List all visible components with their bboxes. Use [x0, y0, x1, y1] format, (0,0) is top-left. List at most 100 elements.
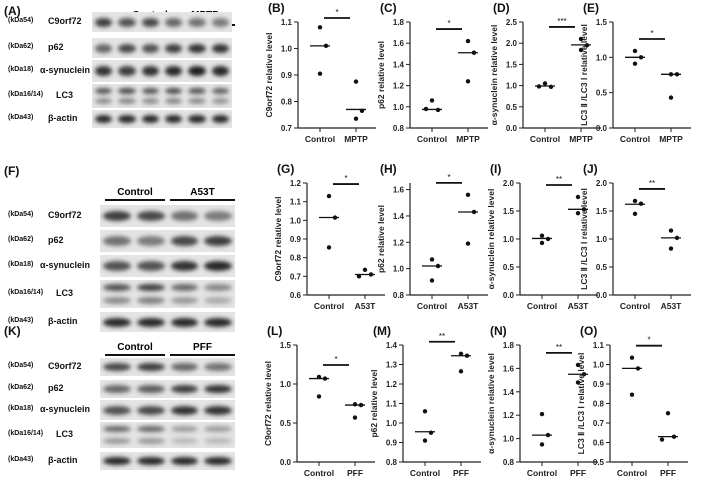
kda-label: (kDa18): [8, 66, 34, 73]
protein-label: p62: [48, 235, 64, 245]
blot-band: [103, 211, 131, 221]
blot-band: [95, 17, 113, 27]
data-point: [575, 211, 581, 216]
y-tick-label: 1.6: [393, 39, 405, 48]
y-tick-label: 1.0: [506, 82, 518, 91]
blot-band: [136, 362, 165, 372]
y-tick-label: 1.0: [393, 103, 405, 112]
y-tick-label: 1.2: [393, 238, 405, 247]
data-point: [465, 241, 471, 246]
data-point: [429, 278, 435, 283]
protein-label: α-synuclein: [40, 65, 91, 75]
y-tick-label: 1.0: [596, 53, 608, 62]
panel-label: (H): [380, 162, 397, 176]
blot-band: [136, 425, 165, 433]
data-point: [429, 257, 435, 262]
x-tick-label: Control: [620, 134, 650, 144]
y-tick-label: 0.9: [593, 380, 605, 389]
y-tick-label: 0.8: [386, 458, 398, 467]
significance-marker: ***: [557, 17, 566, 26]
data-point: [575, 362, 581, 368]
blot-band: [136, 317, 165, 327]
x-tick-label: Control: [617, 468, 647, 477]
data-point: [356, 274, 362, 279]
x-tick-label: Control: [417, 134, 447, 144]
y-tick-label: 1.4: [393, 212, 405, 221]
data-point: [575, 194, 581, 200]
y-tick-label: 1.0: [393, 265, 405, 274]
y-tick-label: 1.5: [503, 207, 515, 216]
y-tick-label: 1.1: [593, 341, 605, 350]
data-point: [429, 98, 435, 103]
data-point: [326, 193, 332, 199]
data-point: [465, 79, 471, 84]
y-tick-label: 0.5: [506, 103, 518, 112]
y-tick-label: 1.2: [386, 380, 398, 389]
y-tick-label: 0.9: [281, 71, 293, 80]
blot-band: [188, 114, 206, 124]
blot-band: [204, 284, 232, 292]
x-tick-label: A53T: [661, 301, 683, 311]
blot-band: [136, 437, 165, 445]
significance-marker: *: [647, 336, 650, 345]
protein-label: LC3: [56, 90, 74, 100]
y-tick-label: 1.6: [393, 186, 405, 195]
protein-label: β-actin: [48, 113, 78, 123]
y-tick-label: 0.8: [393, 291, 405, 300]
y-tick-label: 1.0: [593, 361, 605, 370]
blot-band: [165, 66, 183, 76]
blot-band: [188, 98, 206, 105]
blot-band: [165, 114, 183, 124]
data-point: [542, 81, 548, 86]
panel-label: (L): [267, 324, 282, 338]
data-point: [668, 95, 674, 100]
kda-label: (kDa16/14): [8, 289, 44, 296]
y-tick-label: 2.0: [596, 179, 608, 188]
x-tick-label: MPTP: [659, 134, 683, 144]
protein-label: C9orf72: [48, 210, 82, 220]
blot-band: [211, 66, 229, 76]
blot-band: [103, 317, 131, 327]
kda-label: (kDa54): [8, 17, 34, 24]
group-label: A53T: [190, 187, 215, 198]
blot-band: [141, 66, 159, 76]
panel-label: (O): [580, 324, 597, 338]
blot-band: [170, 362, 199, 372]
blot-strip: [100, 312, 235, 332]
data-point: [632, 61, 638, 66]
y-tick-label: 0.7: [593, 419, 605, 428]
y-tick-label: 1.8: [503, 341, 515, 350]
blot-band: [141, 87, 159, 94]
y-tick-label: 0.8: [290, 254, 302, 263]
y-tick-label: 1.4: [393, 60, 405, 69]
y-tick-label: 2.5: [506, 18, 518, 27]
x-tick-label: PFF: [660, 468, 676, 477]
blot-band: [204, 437, 232, 445]
group-line: [170, 199, 235, 201]
blot-strip: [100, 255, 235, 277]
panel-label: (G): [277, 162, 294, 176]
data-point: [353, 116, 359, 121]
data-point: [458, 369, 464, 374]
y-tick-label: 0.0: [596, 124, 608, 133]
y-tick-label: 0.8: [393, 124, 405, 133]
group-line: [105, 354, 165, 356]
x-tick-label: Control: [304, 468, 334, 477]
significance-marker: **: [439, 332, 445, 341]
blot-band: [136, 405, 165, 415]
data-point: [316, 394, 322, 399]
blot-band: [165, 17, 183, 27]
data-point: [326, 245, 332, 250]
x-tick-label: Control: [410, 468, 440, 477]
y-tick-label: 0.5: [596, 263, 608, 272]
blot-band: [204, 261, 232, 271]
y-tick-label: 0.9: [290, 235, 302, 244]
x-tick-label: MPTP: [344, 134, 368, 144]
y-axis-label: C9orf72 relative level: [264, 32, 274, 117]
protein-label: α-synuclein: [40, 260, 91, 270]
y-tick-label: 1.5: [596, 18, 608, 27]
data-point: [632, 48, 638, 54]
y-tick-label: 1.0: [503, 435, 515, 444]
